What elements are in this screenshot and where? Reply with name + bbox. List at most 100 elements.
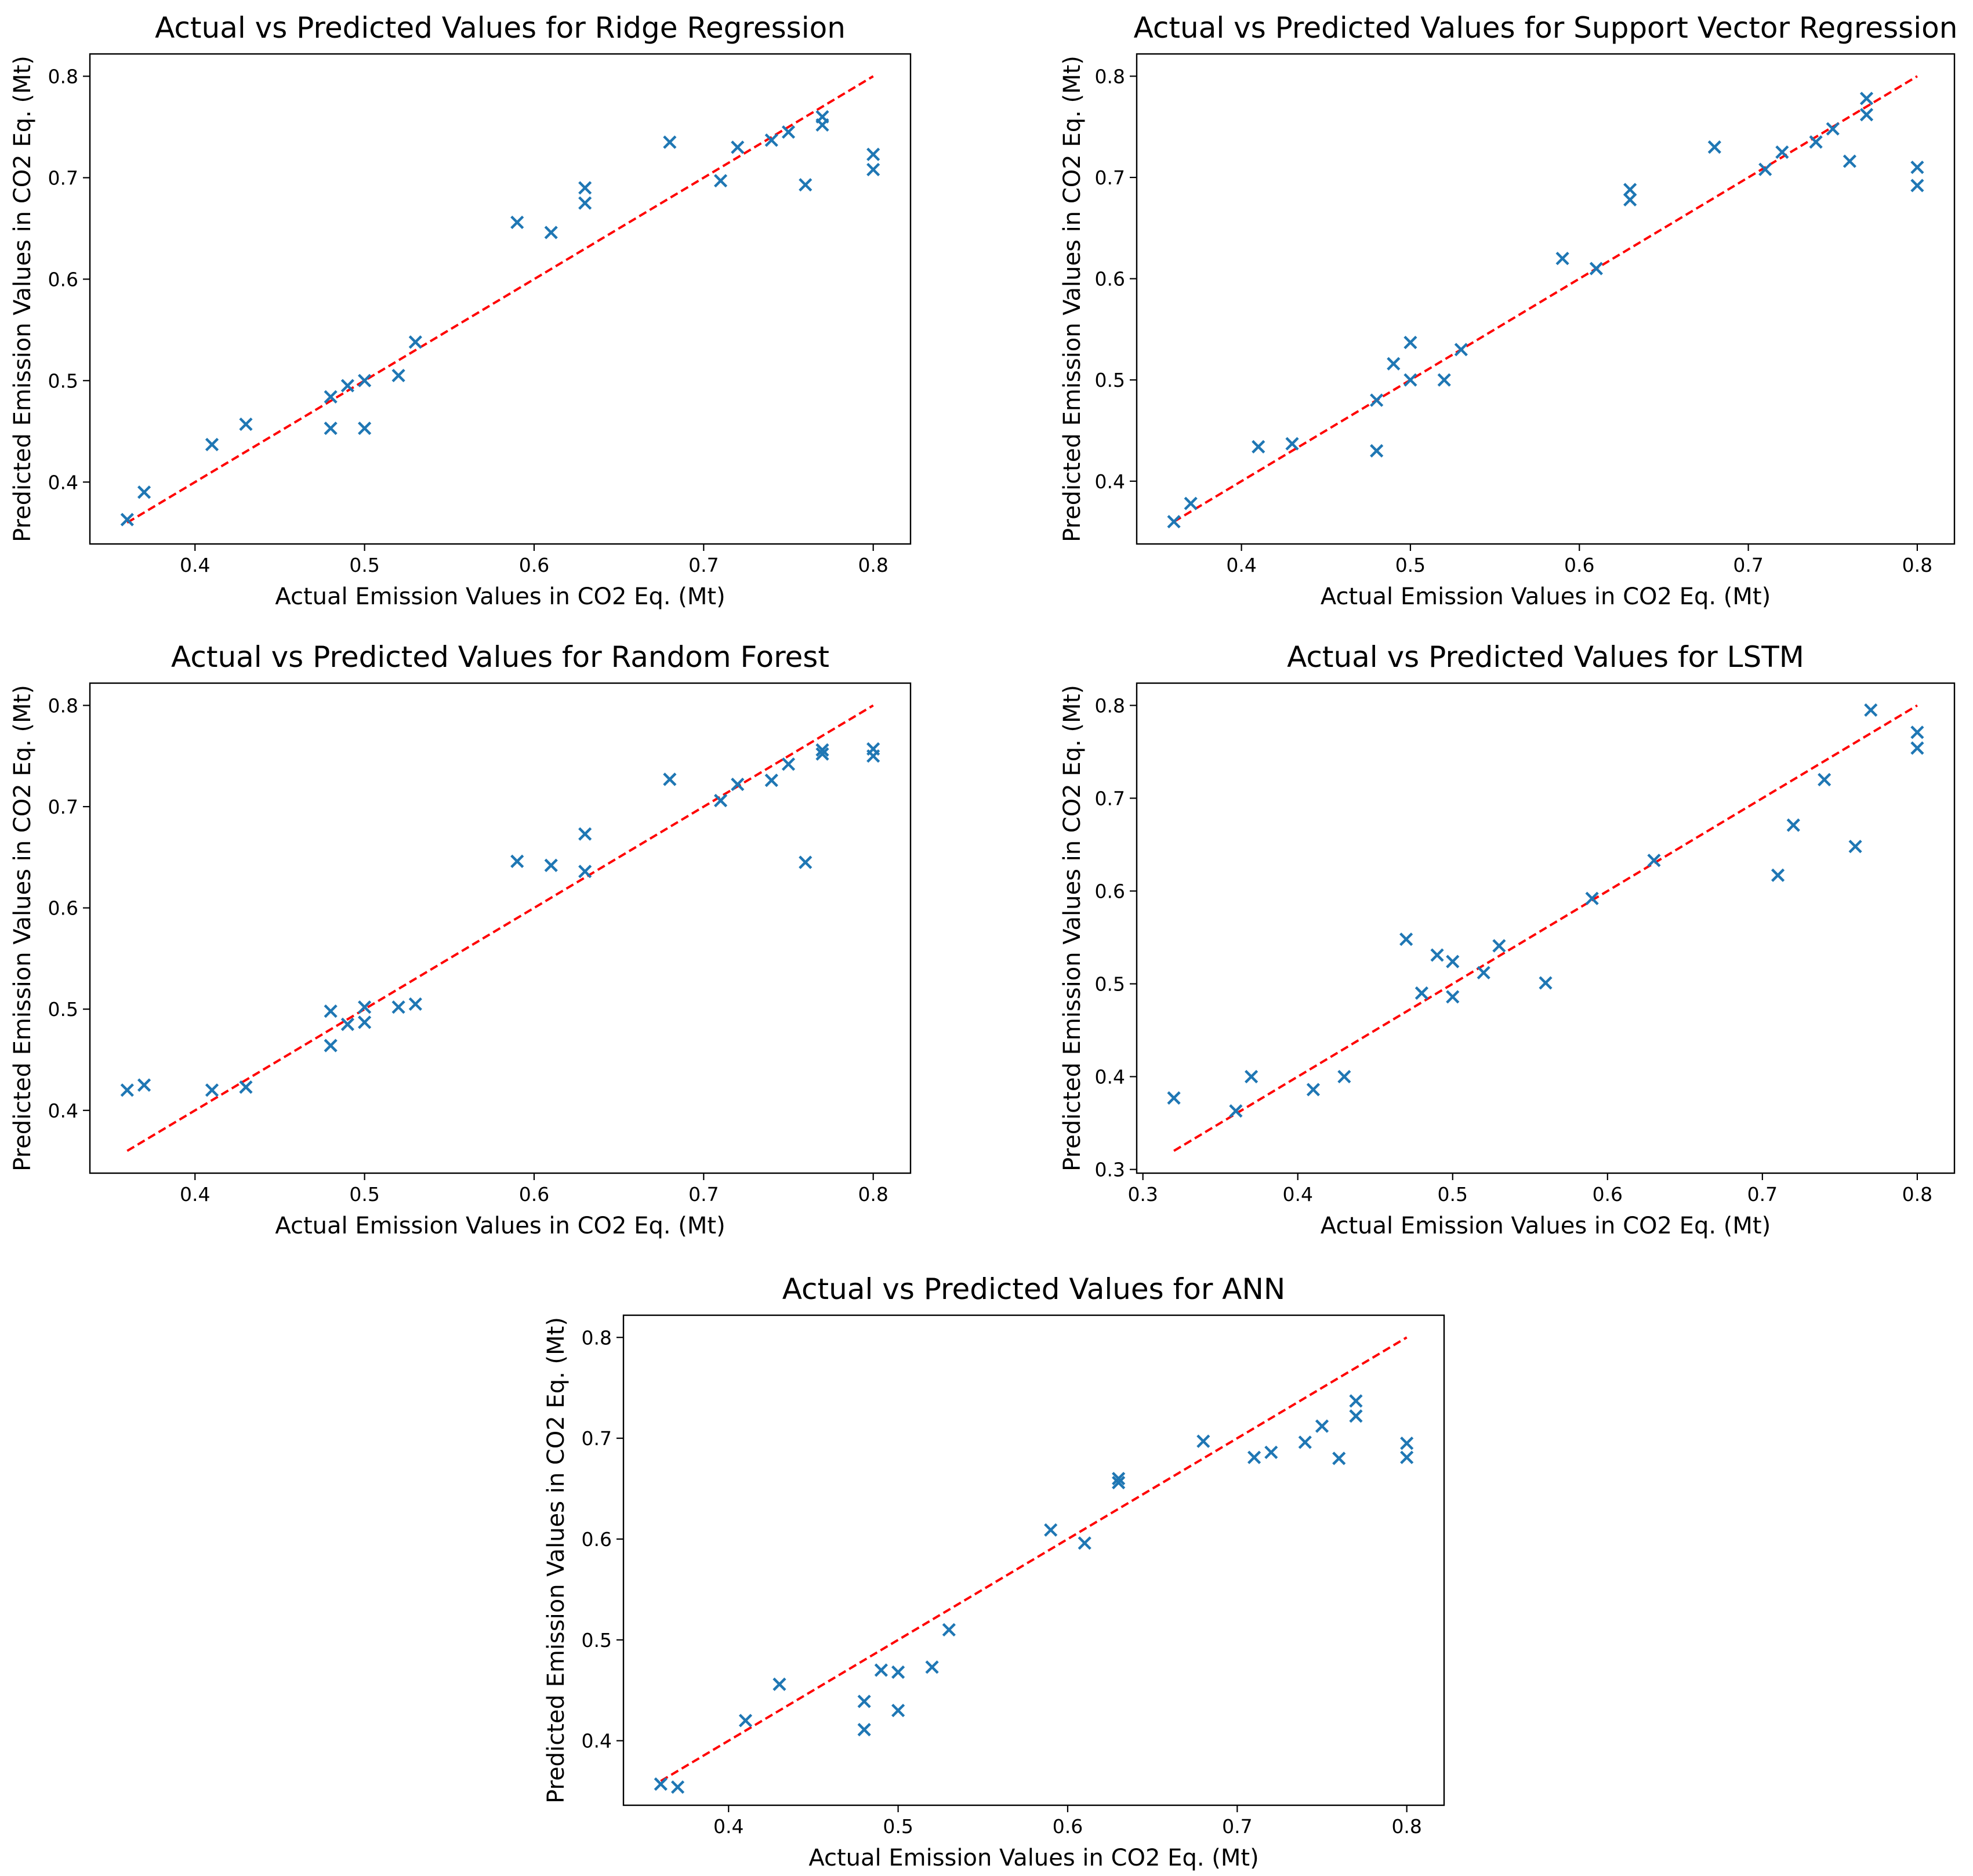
data-point	[1437, 373, 1451, 387]
data-point	[510, 854, 524, 868]
data-point	[1252, 440, 1265, 453]
data-point	[1707, 140, 1721, 154]
data-point	[891, 1665, 905, 1679]
data-point	[205, 437, 219, 452]
data-point	[1298, 1435, 1312, 1449]
x-tick-label: 0.6	[519, 554, 549, 576]
y-tick-label: 0.7	[1095, 787, 1125, 810]
data-point	[324, 1039, 338, 1053]
x-tick-label: 0.8	[858, 554, 888, 576]
data-point	[1585, 891, 1599, 905]
data-point	[1044, 1523, 1058, 1537]
data-point	[137, 485, 151, 499]
data-point	[391, 368, 405, 383]
y-tick-label: 0.8	[48, 694, 78, 717]
data-point	[1454, 343, 1468, 357]
data-point	[1775, 145, 1789, 159]
data-point	[731, 777, 745, 792]
data-point	[578, 181, 592, 195]
chart-title: Actual vs Predicted Values for Support V…	[1134, 11, 1958, 45]
data-point	[510, 215, 524, 230]
data-point	[1446, 990, 1460, 1004]
data-point	[1539, 976, 1553, 990]
support-vector-regression-chart: Actual vs Predicted Values for Support V…	[1059, 11, 1958, 610]
data-point	[205, 1083, 219, 1097]
data-point	[120, 1083, 134, 1097]
data-point	[1078, 1536, 1091, 1550]
x-tick-label: 0.7	[1222, 1815, 1252, 1838]
x-axis-label: Actual Emission Values in CO2 Eq. (Mt)	[808, 1845, 1258, 1871]
data-point	[391, 1000, 405, 1014]
reference-line	[660, 1336, 1408, 1782]
data-point	[1184, 496, 1198, 510]
y-tick-label: 0.6	[1095, 880, 1125, 902]
data-point	[1349, 1409, 1363, 1423]
data-point	[408, 335, 422, 349]
x-tick-label: 0.6	[1564, 554, 1594, 576]
x-tick-label: 0.7	[688, 1183, 719, 1206]
data-point	[764, 774, 778, 788]
data-point	[578, 827, 592, 841]
data-point	[1349, 1394, 1363, 1408]
data-point	[324, 1004, 338, 1018]
y-tick-label: 0.4	[582, 1730, 612, 1752]
chart-title: Actual vs Predicted Values for ANN	[782, 1272, 1286, 1306]
data-point	[358, 373, 372, 387]
y-tick-label: 0.6	[582, 1528, 612, 1551]
x-axis-label: Actual Emission Values in CO2 Eq. (Mt)	[275, 1213, 725, 1239]
y-tick-label: 0.7	[582, 1427, 612, 1450]
data-point	[1167, 1091, 1181, 1105]
data-point	[670, 1780, 685, 1794]
data-point	[1818, 772, 1831, 787]
data-point	[1647, 854, 1661, 868]
data-point	[1859, 108, 1874, 122]
x-tick-label: 0.6	[1053, 1815, 1083, 1838]
data-point	[1446, 955, 1460, 968]
data-point	[1247, 1450, 1261, 1464]
y-tick-label: 0.6	[48, 268, 78, 291]
data-point	[1415, 986, 1428, 1000]
x-tick-label: 0.7	[688, 554, 719, 576]
x-tick-label: 0.4	[1226, 554, 1256, 576]
data-point	[1399, 932, 1413, 946]
y-tick-label: 0.4	[48, 1100, 78, 1122]
y-tick-label: 0.5	[582, 1629, 612, 1652]
x-tick-label: 0.5	[1395, 554, 1426, 576]
y-tick-label: 0.8	[1095, 694, 1125, 717]
data-point	[1623, 193, 1637, 206]
data-point	[1387, 357, 1401, 371]
x-tick-label: 0.4	[180, 554, 210, 576]
data-point	[799, 178, 813, 192]
data-point	[1370, 393, 1384, 407]
data-point	[781, 757, 796, 771]
plot-frame	[89, 53, 912, 545]
data-point	[925, 1660, 939, 1674]
data-point	[1403, 335, 1417, 350]
x-tick-label: 0.4	[1282, 1183, 1312, 1206]
plot-frame	[89, 682, 912, 1174]
data-point	[358, 421, 372, 436]
y-tick-label: 0.5	[1095, 973, 1125, 996]
data-point	[1848, 840, 1862, 854]
data-point	[942, 1623, 956, 1637]
x-tick-label: 0.8	[1902, 1183, 1932, 1206]
data-point	[578, 196, 592, 210]
chart-title: Actual vs Predicted Values for Ridge Reg…	[155, 11, 846, 45]
data-point	[1400, 1450, 1414, 1464]
reference-line	[1173, 75, 1918, 523]
data-point	[1477, 966, 1490, 979]
data-point	[713, 174, 728, 188]
data-point	[799, 855, 813, 869]
y-tick-label: 0.5	[1095, 369, 1125, 391]
data-point	[663, 772, 677, 786]
y-tick-label: 0.8	[48, 65, 78, 88]
data-point	[866, 162, 880, 177]
data-point	[713, 793, 728, 808]
x-tick-label: 0.8	[1902, 554, 1932, 576]
x-tick-label: 0.5	[883, 1815, 913, 1838]
data-point	[1403, 373, 1417, 387]
data-point	[1315, 1419, 1329, 1433]
x-tick-label: 0.6	[1593, 1183, 1623, 1206]
data-point	[544, 226, 558, 240]
y-tick-label: 0.7	[1095, 166, 1125, 189]
